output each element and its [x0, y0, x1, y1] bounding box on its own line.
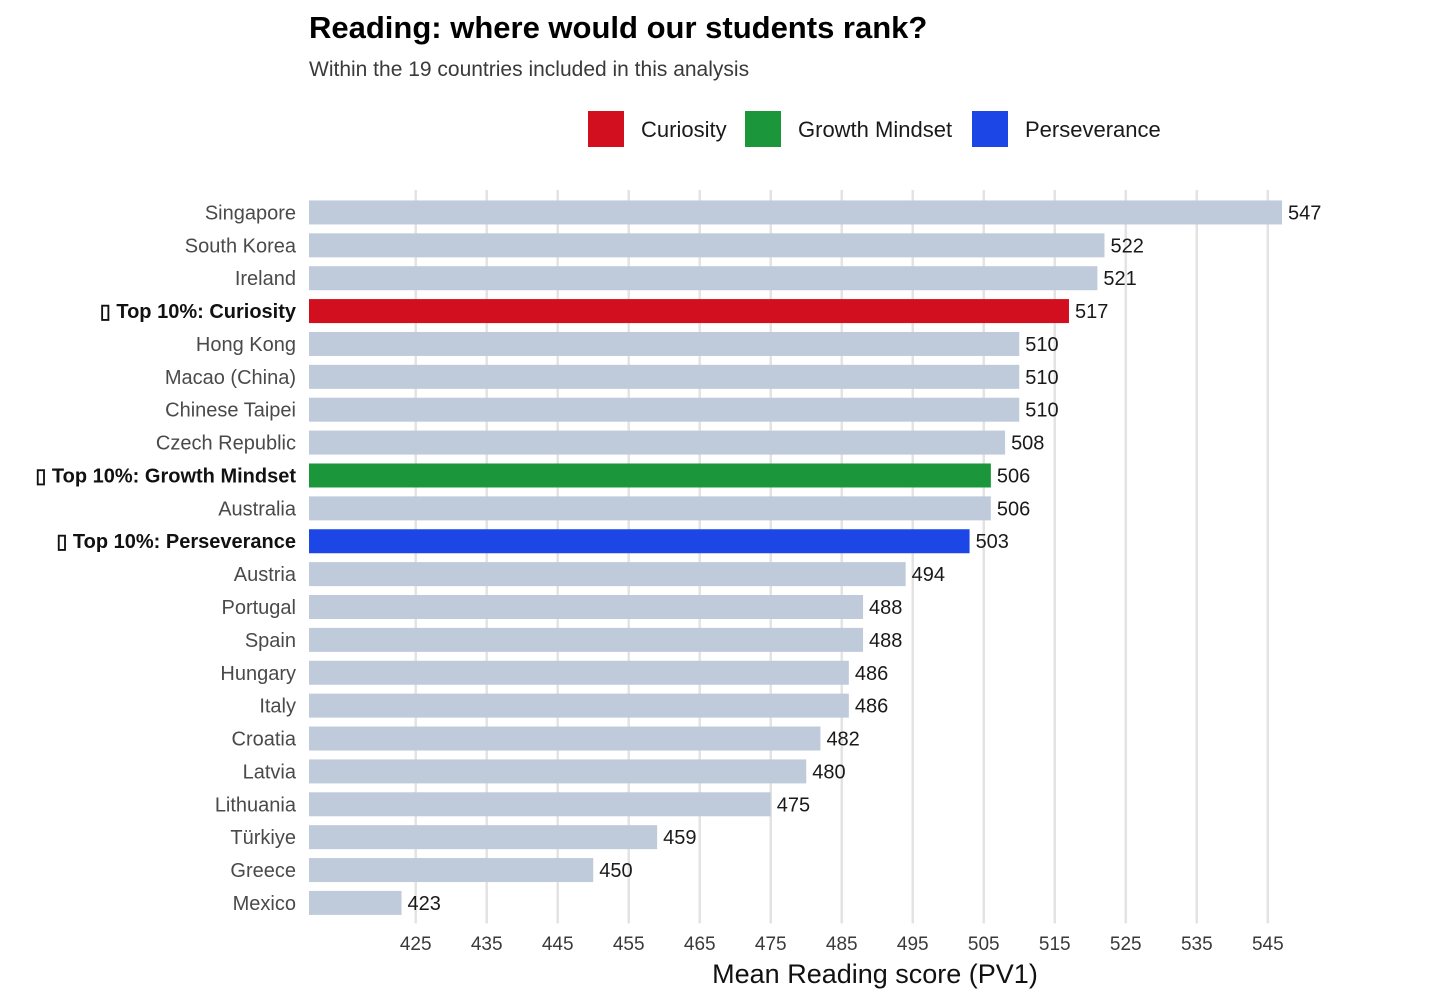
value-label: 506 — [997, 465, 1030, 487]
bar-top-10-perseverance — [309, 529, 970, 554]
category-label: Austria — [234, 564, 297, 586]
chart-title: Reading: where would our students rank? — [309, 10, 927, 45]
bar-hungary — [309, 660, 849, 685]
category-label: South Korea — [185, 235, 297, 257]
value-label: 475 — [777, 794, 810, 816]
value-label: 517 — [1075, 301, 1108, 323]
bar-czech-republic — [309, 430, 1006, 455]
x-tick-label: 425 — [400, 934, 432, 955]
bars — [309, 200, 1282, 915]
bar-latvia — [309, 759, 807, 784]
bar-singapore — [309, 200, 1282, 225]
bar-top-10-curiosity — [309, 299, 1069, 324]
bar-australia — [309, 496, 991, 521]
bar-lithuania — [309, 792, 771, 817]
category-label: ▯ Top 10%: Perseverance — [56, 531, 296, 553]
category-label: Lithuania — [215, 794, 297, 816]
x-tick-label: 545 — [1252, 934, 1284, 955]
bar-spain — [309, 627, 864, 652]
category-label: Hungary — [220, 663, 296, 685]
x-tick-label: 455 — [613, 934, 645, 955]
bar-croatia — [309, 726, 821, 751]
value-label: 450 — [599, 860, 632, 882]
value-label: 486 — [855, 696, 888, 718]
value-label: 482 — [826, 729, 859, 751]
category-label: Chinese Taipei — [165, 400, 296, 422]
value-label: 510 — [1025, 334, 1058, 356]
bar-south-korea — [309, 233, 1105, 258]
bar-greece — [309, 858, 594, 883]
x-tick-label: 445 — [542, 934, 574, 955]
x-tick-label: 475 — [755, 934, 787, 955]
bar-hong-kong — [309, 331, 1020, 356]
category-label: Czech Republic — [156, 433, 296, 455]
legend-swatch-curiosity — [588, 111, 624, 147]
value-label: 521 — [1103, 268, 1136, 290]
category-label: Latvia — [243, 761, 297, 783]
value-label: 522 — [1110, 235, 1143, 257]
value-labels: 547 522 521 517 510 510 510 508 506 506 503 494 488 4… — [408, 202, 1322, 914]
category-label: Portugal — [222, 597, 297, 619]
value-label: 510 — [1025, 367, 1058, 389]
category-label: Croatia — [232, 729, 297, 751]
bar-top-10-growth-mindset — [309, 463, 991, 488]
category-label: ▯ Top 10%: Growth Mindset — [35, 465, 296, 487]
x-tick-label: 435 — [471, 934, 503, 955]
category-label: Spain — [245, 630, 296, 652]
legend-label-growth-mindset: Growth Mindset — [798, 117, 952, 142]
value-label: 494 — [912, 564, 945, 586]
x-tick-label: 485 — [826, 934, 858, 955]
x-tick-label: 535 — [1181, 934, 1213, 955]
x-tick-label: 495 — [897, 934, 929, 955]
category-label: Ireland — [235, 268, 296, 290]
chart-subtitle: Within the 19 countries included in this… — [309, 58, 749, 81]
category-label: Singapore — [205, 202, 296, 224]
category-label: Mexico — [233, 893, 296, 915]
x-tick-label: 515 — [1039, 934, 1071, 955]
legend-label-perseverance: Perseverance — [1025, 117, 1161, 142]
category-label: Türkiye — [230, 827, 296, 849]
value-label: 488 — [869, 630, 902, 652]
x-axis-ticks: 425 435 445 455 465 475 485 495 505 515 525 535 545 — [400, 934, 1284, 955]
bar-austria — [309, 562, 906, 587]
x-tick-label: 525 — [1110, 934, 1142, 955]
x-tick-label: 465 — [684, 934, 716, 955]
bar-portugal — [309, 595, 864, 619]
bar-mexico — [309, 890, 402, 915]
value-label: 506 — [997, 498, 1030, 520]
value-label: 423 — [408, 893, 441, 915]
value-label: 480 — [812, 761, 845, 783]
category-label: Macao (China) — [165, 367, 296, 389]
category-label: ▯ Top 10%: Curiosity — [100, 301, 297, 323]
bar-italy — [309, 693, 849, 718]
bar-t-rkiye — [309, 825, 658, 850]
bar-macao-china — [309, 364, 1020, 389]
value-label: 488 — [869, 597, 902, 619]
bar-ireland — [309, 266, 1098, 291]
value-label: 508 — [1011, 433, 1044, 455]
legend-label-curiosity: Curiosity — [641, 117, 727, 142]
legend-swatch-perseverance — [972, 111, 1008, 147]
value-label: 510 — [1025, 400, 1058, 422]
legend-swatch-growth-mindset — [745, 111, 781, 147]
x-tick-label: 505 — [968, 934, 1000, 955]
category-labels: Singapore South Korea Ireland ▯ Top 10%: Cu… — [35, 202, 297, 914]
value-label: 547 — [1288, 202, 1321, 224]
category-label: Greece — [230, 860, 296, 882]
bar-chinese-taipei — [309, 397, 1020, 422]
x-axis-title: Mean Reading score (PV1) — [712, 959, 1038, 989]
category-label: Hong Kong — [196, 334, 296, 356]
value-label: 486 — [855, 663, 888, 685]
category-label: Australia — [218, 498, 297, 520]
value-label: 503 — [976, 531, 1009, 553]
legend: Curiosity Growth Mindset Perseverance — [588, 111, 1161, 147]
category-label: Italy — [259, 696, 296, 718]
value-label: 459 — [663, 827, 696, 849]
